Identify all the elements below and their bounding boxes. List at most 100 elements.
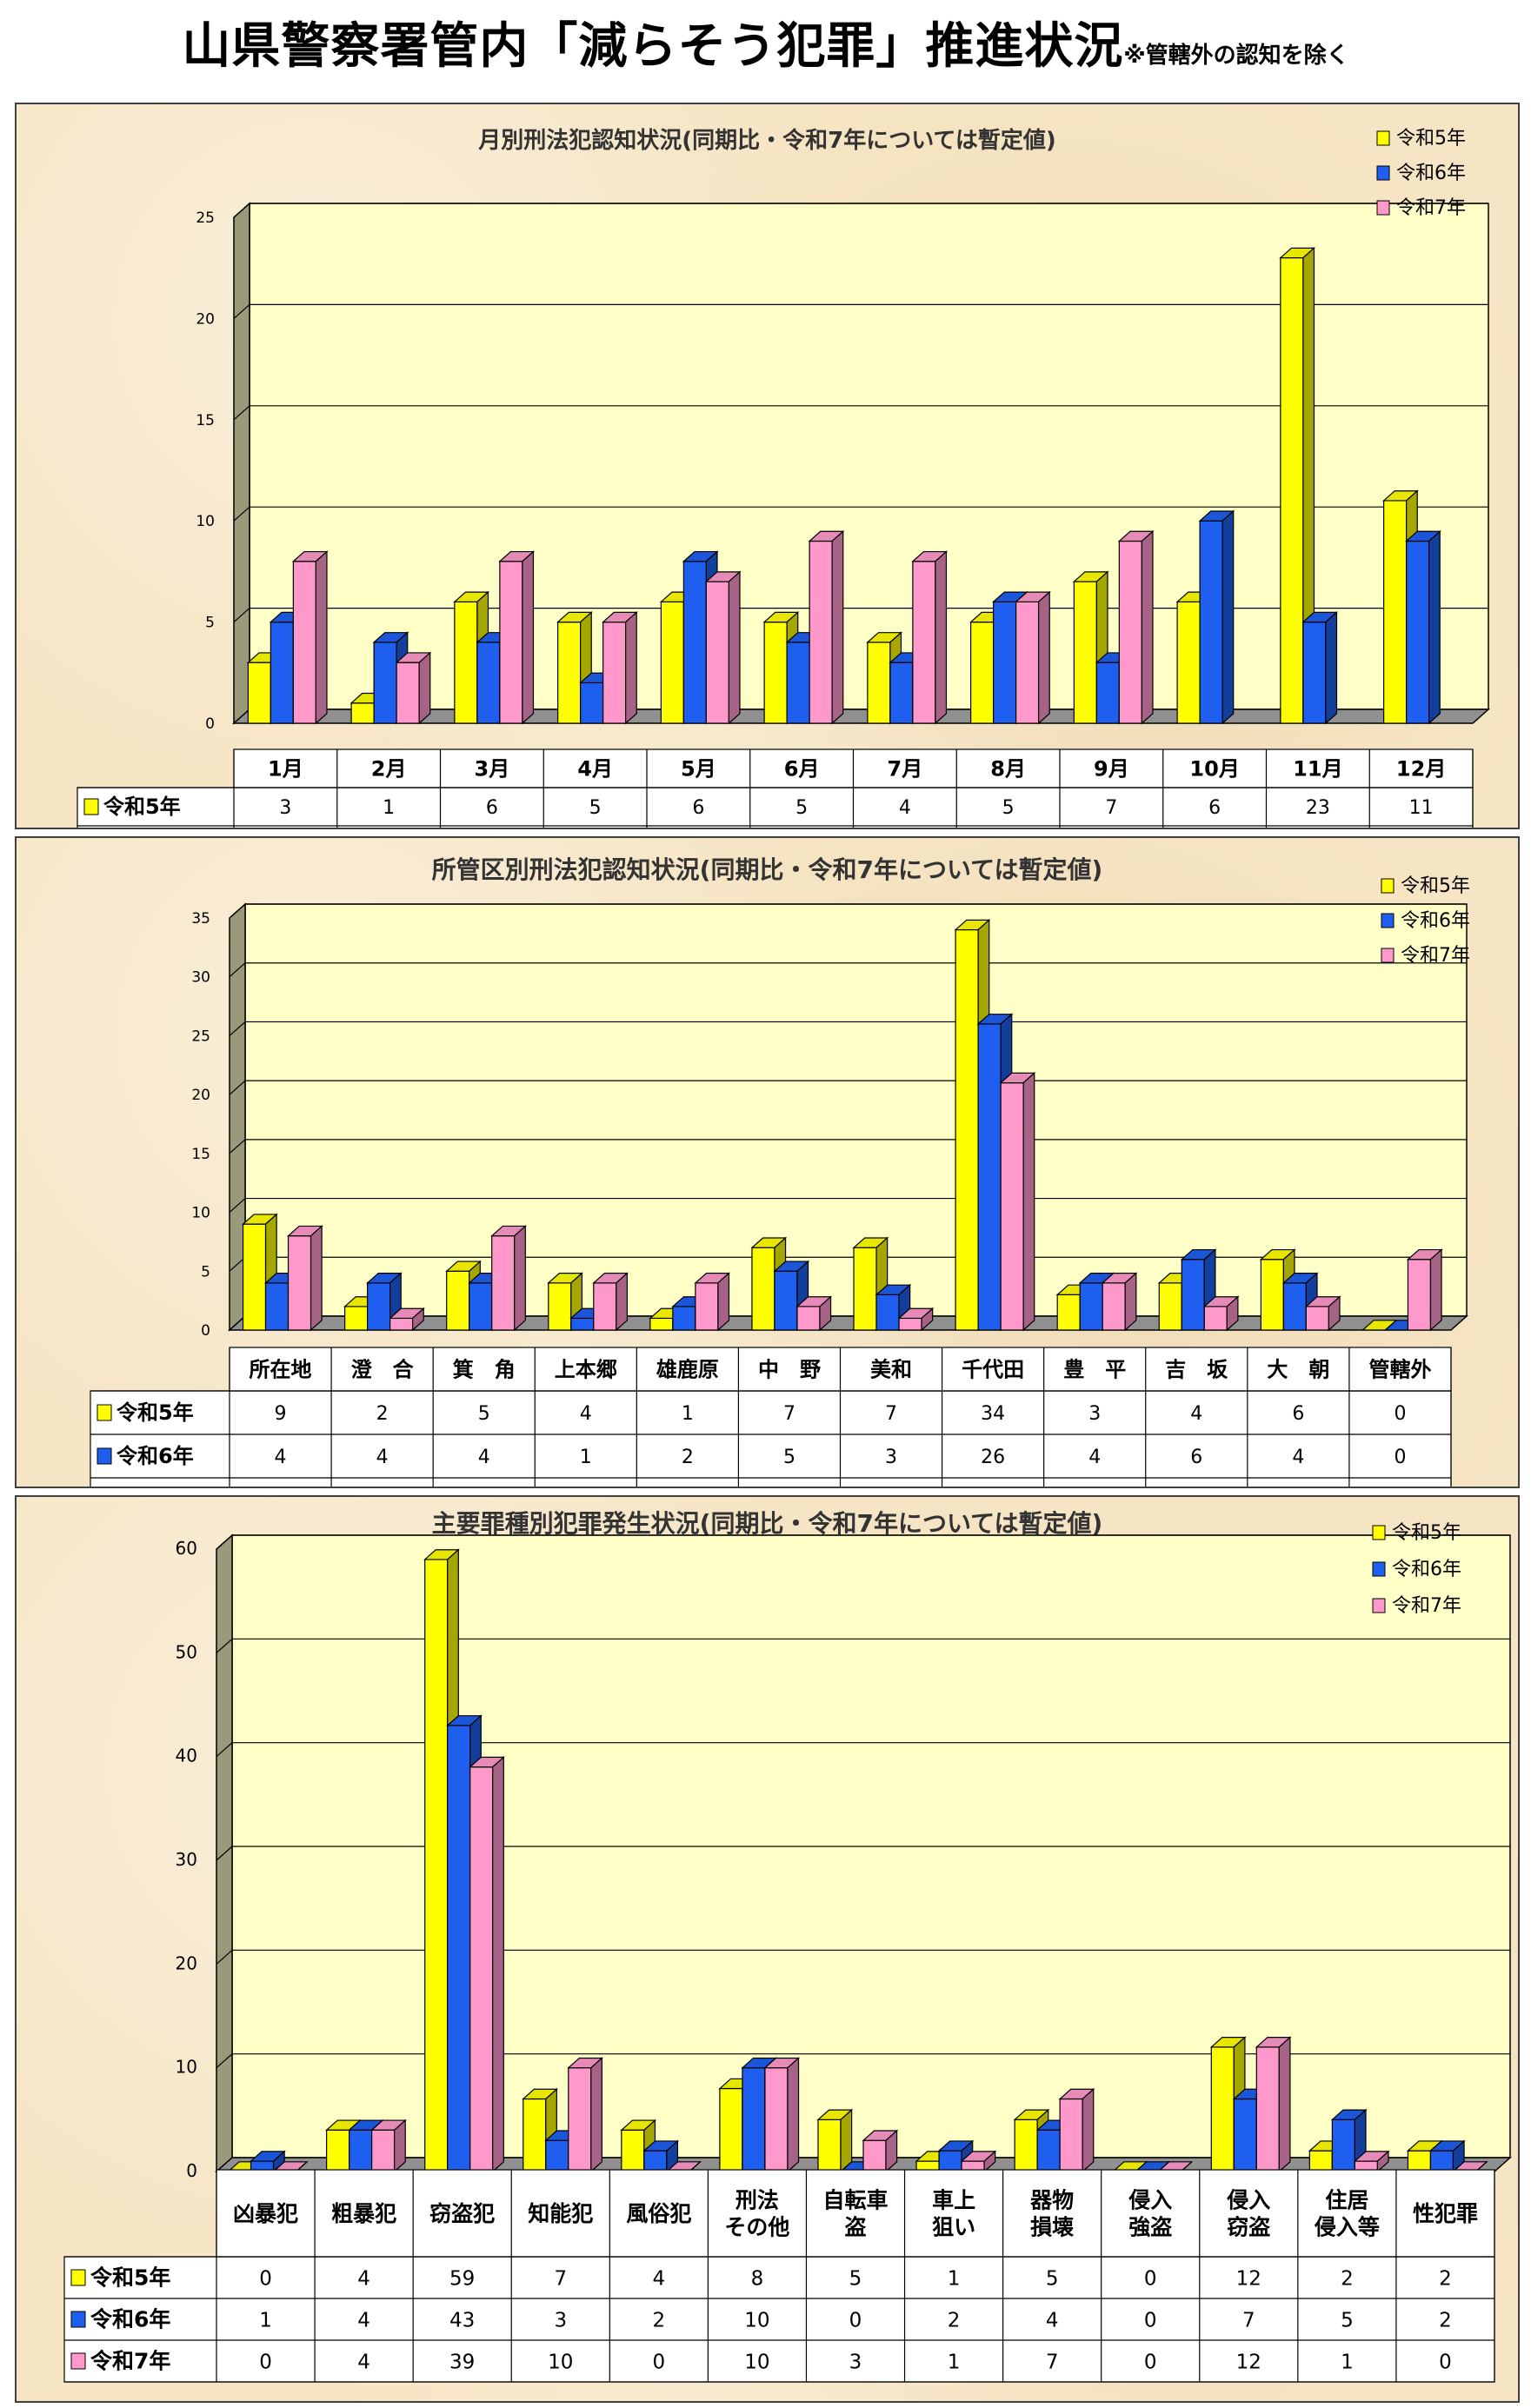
bar bbox=[694, 1272, 731, 1332]
data-cell: 43 bbox=[449, 2309, 475, 2332]
bar-front bbox=[1233, 2098, 1257, 2172]
data-cell: 0 bbox=[1144, 2267, 1157, 2290]
bar-front bbox=[287, 1235, 312, 1331]
data-cell: 4 bbox=[357, 2309, 370, 2332]
y-tick-label: 35 bbox=[191, 910, 210, 928]
y-tick-label: 10 bbox=[176, 2057, 197, 2078]
crime-type-chart-svg: 主要罪種別犯罪発生状況(同期比・令和7年については暫定値)01020304050… bbox=[63, 1509, 1512, 2383]
category-label-line: 12月 bbox=[1396, 757, 1446, 782]
bar-front bbox=[292, 561, 316, 724]
legend-swatch bbox=[1372, 1598, 1386, 1613]
legend-label: 令和6年 bbox=[1396, 163, 1466, 184]
bar-front bbox=[1158, 1282, 1182, 1331]
bar-side bbox=[1022, 1072, 1035, 1332]
bar-side bbox=[1428, 529, 1441, 725]
bar-front bbox=[476, 642, 501, 724]
bar-front bbox=[247, 662, 271, 724]
gridline-diagonal bbox=[216, 2053, 233, 2069]
bar-side bbox=[1376, 2150, 1389, 2173]
bar bbox=[567, 2057, 603, 2173]
bar bbox=[1198, 509, 1235, 725]
bar bbox=[1405, 529, 1441, 725]
category-label-line: 住居 bbox=[1325, 2188, 1368, 2213]
gridline-diagonal bbox=[233, 303, 250, 319]
bar-front bbox=[862, 2139, 887, 2172]
category-label: 性犯罪 bbox=[1413, 2201, 1478, 2226]
data-cell: 8 bbox=[751, 2267, 764, 2290]
category-label-line: 雄鹿原 bbox=[656, 1358, 719, 1382]
data-cell: 23 bbox=[1306, 797, 1330, 819]
bar-side bbox=[625, 611, 637, 725]
category-label-line: 窃盗 bbox=[1227, 2215, 1270, 2240]
data-cell: 34 bbox=[981, 1403, 1005, 1425]
bar-front bbox=[875, 1294, 900, 1331]
data-cell: 7 bbox=[783, 1403, 795, 1425]
bar-front bbox=[751, 1247, 775, 1331]
data-cell: 5 bbox=[1002, 797, 1015, 819]
bar-front bbox=[454, 601, 478, 724]
gridline-diagonal bbox=[229, 962, 246, 978]
bar-front bbox=[545, 2139, 569, 2172]
bar bbox=[592, 1272, 629, 1332]
data-cell: 39 bbox=[449, 2351, 475, 2373]
bar-front bbox=[695, 1282, 719, 1331]
legend-label: 令和5年 bbox=[1392, 1522, 1461, 1544]
bar bbox=[911, 550, 949, 725]
data-cell: 5 bbox=[1341, 2309, 1354, 2332]
chart-panel-monthly: 月別刑法犯認知状況(同期比・令和7年については暫定値) 0 5 10 15 20 25 1月 2… bbox=[15, 103, 1520, 903]
category-label-line: 自転車 bbox=[822, 2188, 888, 2213]
category-label-line: 管轄外 bbox=[1368, 1358, 1431, 1382]
bar-front bbox=[557, 621, 582, 724]
data-cell: 9 bbox=[275, 1403, 287, 1425]
data-cell: 0 bbox=[1394, 1403, 1406, 1425]
category-label: 窃盗犯 bbox=[429, 2201, 495, 2226]
bar-side bbox=[728, 570, 741, 725]
bar-front bbox=[548, 1282, 572, 1331]
bar-front bbox=[649, 1317, 674, 1331]
data-cell: 0 bbox=[653, 2351, 666, 2373]
data-cell: 0 bbox=[1144, 2309, 1157, 2332]
bar-side bbox=[1038, 590, 1050, 725]
data-cell: 2 bbox=[653, 2309, 666, 2332]
legend-label: 令和5年 bbox=[1396, 128, 1466, 150]
bar-front bbox=[469, 1766, 494, 2172]
data-cell: 6 bbox=[692, 797, 704, 819]
data-cell: 1 bbox=[948, 2267, 961, 2290]
y-tick-label: 0 bbox=[186, 2160, 197, 2181]
category-label-line: 侵入 bbox=[1128, 2188, 1172, 2213]
bar bbox=[642, 2139, 680, 2173]
bar-front bbox=[242, 1223, 267, 1331]
bar-side bbox=[590, 2057, 602, 2173]
bar-side bbox=[787, 2057, 800, 2173]
bar bbox=[1255, 2036, 1292, 2173]
bar-front bbox=[373, 642, 397, 724]
bar-side bbox=[1221, 509, 1235, 725]
y-tick-label: 20 bbox=[176, 1952, 197, 1973]
y-tick-label: 60 bbox=[176, 1538, 197, 1559]
data-cell: 12 bbox=[1236, 2267, 1261, 2290]
bar bbox=[249, 2150, 286, 2173]
bar-front bbox=[469, 1282, 493, 1331]
bar-front bbox=[1199, 520, 1223, 724]
bar bbox=[1353, 2150, 1390, 2173]
bar-side bbox=[1180, 2161, 1193, 2172]
category-label-line: 2月 bbox=[371, 757, 407, 782]
bar-front bbox=[621, 2129, 645, 2172]
bar-front bbox=[1059, 2098, 1083, 2172]
category-label: 上本郷 bbox=[555, 1358, 617, 1382]
bar-side bbox=[1475, 2161, 1488, 2172]
bar bbox=[862, 2129, 899, 2173]
bar-front bbox=[970, 621, 995, 724]
bar-side bbox=[831, 529, 844, 725]
y-tick-label: 20 bbox=[191, 1087, 210, 1104]
legend-label: 令和7年 bbox=[1401, 945, 1470, 967]
category-label: 9月 bbox=[1094, 757, 1129, 782]
bar-front bbox=[867, 642, 891, 724]
category-label: 中 野 bbox=[758, 1358, 821, 1382]
bar-front bbox=[705, 581, 729, 724]
data-cell: 26 bbox=[981, 1447, 1005, 1468]
bar bbox=[490, 1225, 527, 1332]
bar-front bbox=[1181, 1259, 1205, 1331]
category-label: 所在地 bbox=[250, 1358, 312, 1382]
